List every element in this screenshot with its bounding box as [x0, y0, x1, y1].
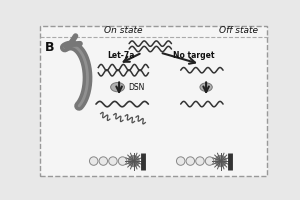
- Text: DSN: DSN: [128, 83, 145, 92]
- Circle shape: [109, 157, 117, 165]
- Ellipse shape: [111, 83, 124, 92]
- Circle shape: [99, 157, 108, 165]
- Text: Let-7a: Let-7a: [107, 51, 134, 60]
- Circle shape: [205, 157, 214, 165]
- Text: B: B: [44, 41, 54, 54]
- Ellipse shape: [200, 83, 212, 91]
- Text: Off state: Off state: [219, 26, 258, 35]
- Circle shape: [89, 157, 98, 165]
- Circle shape: [215, 156, 226, 166]
- Circle shape: [176, 157, 185, 165]
- FancyBboxPatch shape: [40, 26, 267, 176]
- Circle shape: [118, 157, 127, 165]
- Text: On state: On state: [104, 26, 142, 35]
- Circle shape: [186, 157, 195, 165]
- Text: No target: No target: [173, 51, 214, 60]
- Circle shape: [128, 156, 139, 166]
- Circle shape: [196, 157, 204, 165]
